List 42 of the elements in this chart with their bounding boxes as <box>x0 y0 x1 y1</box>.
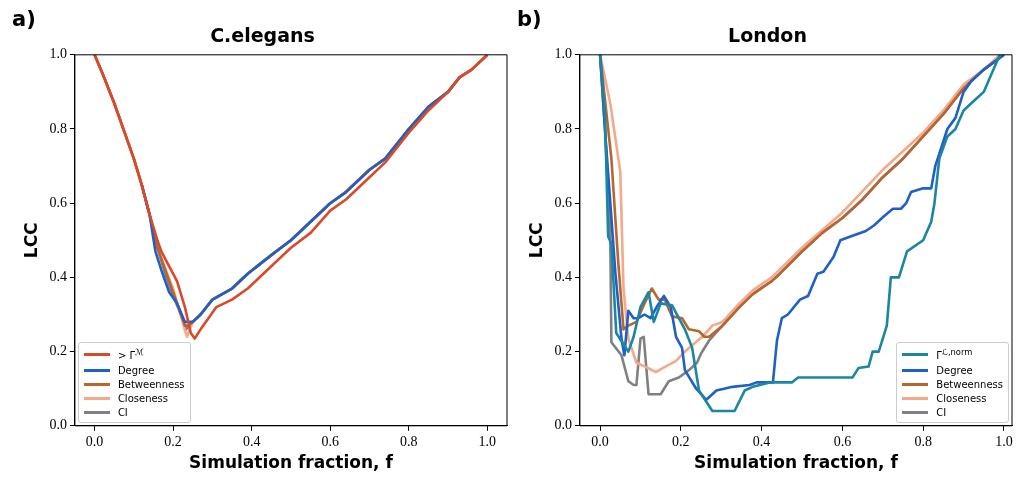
y-tick-label: 0.4 <box>49 269 67 285</box>
y-tick-label: 0.0 <box>49 417 67 433</box>
x-tick-label: 0.8 <box>400 433 418 449</box>
x-tick-label: 0.2 <box>672 433 690 449</box>
legend-label: Degree <box>936 363 973 378</box>
y-tick-label: 0.6 <box>49 194 67 210</box>
legend-label: > Γ$^{ℳ}$ <box>117 346 144 364</box>
x-tick-label: 0.6 <box>321 433 339 449</box>
y-axis-title: LCC <box>525 222 546 259</box>
chart-title: London <box>728 24 807 47</box>
x-axis-title: Simulation fraction, f <box>189 452 394 473</box>
x-tick-label: 0.6 <box>833 433 852 449</box>
text: a) <box>12 6 36 31</box>
x-tick-label: 0.4 <box>752 433 771 449</box>
text: b) <box>517 6 542 31</box>
y-tick-label: 0.2 <box>49 343 67 359</box>
legend-label: Betweenness <box>936 377 1003 392</box>
legend-label: Degree <box>117 363 155 378</box>
x-tick-label: 0.0 <box>85 433 104 449</box>
y-tick-label: 0.8 <box>49 120 67 136</box>
y-tick-label: 1.0 <box>49 46 67 62</box>
y-tick-label: 0.4 <box>554 269 572 285</box>
y-axis-title: LCC <box>20 222 41 259</box>
x-tick-label: 0.4 <box>242 433 261 449</box>
y-tick-label: 0.0 <box>554 417 572 433</box>
y-tick-label: 0.6 <box>554 194 572 210</box>
legend-label: Closeness <box>117 391 169 406</box>
x-tick-label: 0.0 <box>591 433 609 449</box>
chart-title: C.elegans <box>210 24 315 47</box>
x-tick-label: 1.0 <box>995 433 1013 449</box>
x-tick-label: 0.8 <box>914 433 932 449</box>
legend-label: Γ$^{ℒ,norm}$ <box>936 346 973 364</box>
legend-label: CI <box>117 405 128 420</box>
legend-label: Closeness <box>936 391 987 406</box>
y-tick-label: 1.0 <box>554 46 572 62</box>
x-tick-label: 1.0 <box>478 433 497 449</box>
legend-label: Betweenness <box>117 377 185 392</box>
legend-label: CI <box>936 405 947 420</box>
y-tick-label: 0.2 <box>554 343 572 359</box>
x-axis-title: Simulation fraction, f <box>694 452 899 473</box>
y-tick-label: 0.8 <box>554 120 572 136</box>
x-tick-label: 0.2 <box>164 433 182 449</box>
